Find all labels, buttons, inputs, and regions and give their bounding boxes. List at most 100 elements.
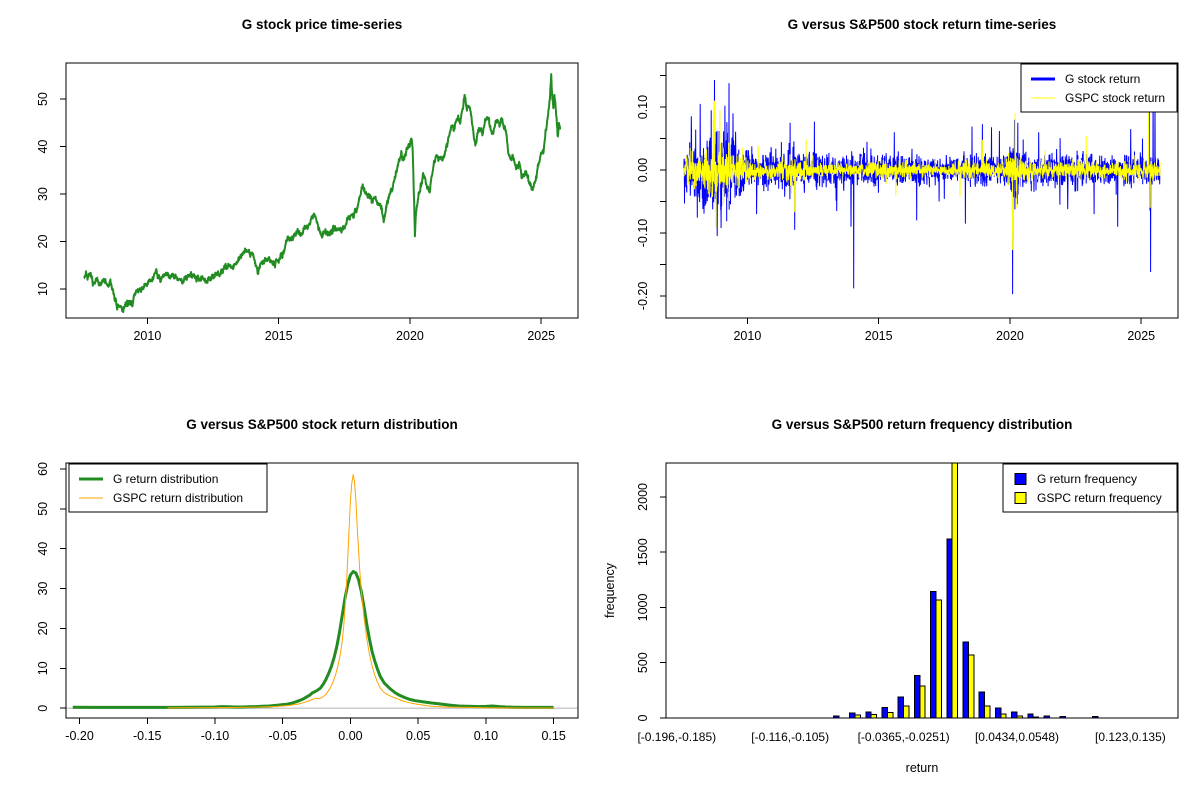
y-tick-label: -0.10 [636,219,650,248]
y-tick-label: 0 [636,714,650,721]
returns-chart-svg: 2010 2015 2020 2025 -0.20 -0.10 0.00 0.10 G stoc… [636,62,1179,343]
y-tick-label: 1000 [636,594,650,622]
plot-box [665,462,1179,719]
bar-g-return-frequency [978,691,986,718]
bar-gspc-return-frequency [919,685,926,718]
y-tick-label: 2000 [636,483,650,511]
legend-label: GSPC return frequency [1037,491,1162,505]
bar-g-return-frequency [1092,715,1099,718]
plot-box [65,62,579,319]
chart-title: G versus S&P500 stock return distributio… [186,417,458,432]
bar-g-return-frequency [930,591,937,718]
legend-box [1020,63,1178,113]
legend-label: G return frequency [1037,472,1137,486]
panel-return-frequency: G versus S&P500 return frequency distrib… [600,400,1200,800]
panel-return-distribution: G versus S&P500 stock return distributio… [0,400,600,800]
bar-gspc-return-frequency [870,713,878,718]
series-gspc-return-distribution [167,474,554,709]
x-tick-label: 2020 [996,329,1024,343]
x-tick-label: 2025 [527,329,555,343]
x-tick-label: -0.15 [133,729,162,743]
x-tick-label: -0.20 [65,729,94,743]
bar-gspc-return-frequency [951,463,959,718]
bar-g-return-frequency [897,696,905,718]
bin-label: [-0.0365,-0.0251) [858,730,950,744]
bin-label: [-0.116,-0.105) [751,730,829,744]
bin-label: [0.123,0.135) [1095,730,1166,744]
bar-g-return-frequency [962,641,969,718]
chart-title: G versus S&P500 return frequency distrib… [771,417,1073,432]
y-tick-label: 40 [36,542,50,556]
bar-g-return-frequency [881,707,888,718]
histogram-chart-svg: [-0.196,-0.185) [-0.116,-0.105) [-0.0365,-… [603,462,1179,775]
series-g-stock-price [83,73,562,314]
x-tick-label: 2020 [396,329,424,343]
legend-label: G return distribution [113,472,218,486]
legend-box [68,463,268,513]
x-tick-label: 2010 [133,329,161,343]
bar-g-return-frequency [1011,711,1018,718]
series-gspc-stock-return [683,100,1161,251]
y-tick-label: 1500 [636,538,650,566]
y-tick-label: 0.10 [636,95,650,119]
y-tick-label: 50 [36,502,50,516]
y-tick-label: -0.20 [636,282,650,311]
bar-g-return-frequency [994,707,1002,718]
bin-label: [0.0434,0.0548) [975,730,1059,744]
legend-sample-g-return-frequency [1014,473,1027,485]
y-tick-label: 30 [36,187,50,201]
plot-box [665,62,1179,319]
chart-title: G versus S&P500 stock return time-series [787,17,1057,32]
x-tick-label: 0.05 [406,729,430,743]
legend-label: G stock return [1065,72,1140,86]
y-tick-label: 10 [36,282,50,296]
x-axis-label: return [906,761,939,775]
x-tick-label: -0.10 [201,729,230,743]
density-chart-svg: -0.20 -0.15 -0.10 -0.05 0.00 0.05 0.10 0.15 0 10 2… [36,462,579,743]
bar-gspc-return-frequency [935,599,942,718]
x-tick-label: 2015 [865,329,893,343]
price-chart-svg: 2010 2015 2020 2025 10 20 30 40 50 [36,62,579,343]
bar-gspc-return-frequency [1016,715,1023,718]
plot-box [65,462,579,719]
x-tick-label: 0.00 [338,729,362,743]
y-tick-label: 0 [36,705,50,712]
y-tick-label: 20 [36,621,50,635]
panel-return-time-series: G versus S&P500 stock return time-series… [600,0,1200,400]
bin-label: [-0.196,-0.185) [637,730,716,744]
legend-label: GSPC return distribution [113,491,243,505]
series-g-return-distribution [72,570,554,709]
panel-price-time-series: G stock price time-series 2010 2015 2020 20… [0,0,600,400]
y-tick-label: 10 [36,661,50,675]
bar-g-return-frequency [1027,713,1034,718]
bar-g-return-frequency [849,712,856,718]
x-tick-label: -0.05 [268,729,297,743]
x-tick-label: 0.10 [474,729,498,743]
y-tick-label: 50 [36,92,50,106]
chart-title: G stock price time-series [241,17,403,32]
bar-g-return-frequency [865,711,872,718]
bar-gspc-return-frequency [886,712,894,718]
x-tick-label: 2010 [733,329,761,343]
legend-label: GSPC stock return [1065,91,1165,105]
y-tick-label: 20 [36,235,50,249]
y-tick-label: 30 [36,582,50,596]
y-tick-label: 0.00 [636,158,650,182]
bar-gspc-return-frequency [984,705,991,718]
bar-g-return-frequency [1043,715,1050,718]
bar-g-return-frequency [1059,716,1067,718]
legend-sample-gspc-return-frequency [1014,492,1027,504]
bar-gspc-return-frequency [1000,713,1007,718]
y-tick-label: 500 [636,652,650,673]
bar-gspc-return-frequency [903,705,910,718]
y-tick-label: 40 [36,140,50,154]
x-tick-label: 0.15 [541,729,565,743]
y-tick-label: 60 [36,462,50,476]
bar-g-return-frequency [946,538,953,718]
bar-g-return-frequency [913,675,921,718]
bar-gspc-return-frequency [967,654,975,718]
bar-g-return-frequency [832,715,840,718]
legend-box [1002,463,1178,513]
y-axis-label: frequency [603,562,617,618]
